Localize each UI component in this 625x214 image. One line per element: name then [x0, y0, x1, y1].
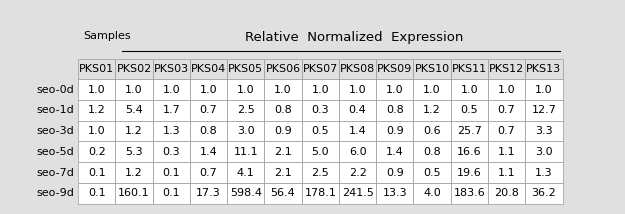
Text: Relative  Normalized  Expression: Relative Normalized Expression: [245, 31, 463, 44]
Text: Samples: Samples: [83, 31, 131, 41]
